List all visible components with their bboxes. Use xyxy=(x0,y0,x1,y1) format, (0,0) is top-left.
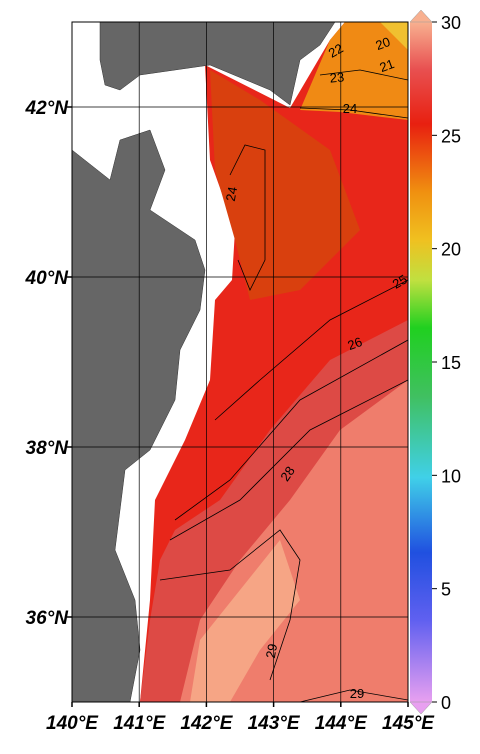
y-tick-label: 36°N xyxy=(26,608,70,629)
land-hokkaido xyxy=(99,22,336,106)
colorbar: 0 5 10 15 20 25 30 xyxy=(409,9,461,715)
ocean-cold-corner xyxy=(380,22,408,50)
colorbar-arrow-top xyxy=(409,9,433,23)
colorbar-tick-label: 5 xyxy=(441,580,451,600)
y-tick-label: 38°N xyxy=(26,438,70,459)
contour-line xyxy=(229,144,266,291)
x-tick-label: 142°E xyxy=(180,713,233,734)
x-tick-label: 143°E xyxy=(248,713,301,734)
contour-label: 26 xyxy=(345,334,364,353)
colorbar-tick-label: 0 xyxy=(441,693,451,713)
colorbar-scale xyxy=(410,22,432,702)
contour-line xyxy=(159,529,301,681)
contour-line xyxy=(169,379,408,541)
contour-label: 29 xyxy=(350,686,364,701)
ocean-tongue xyxy=(210,70,360,300)
contour-label: 28 xyxy=(277,463,298,483)
map-area xyxy=(72,22,408,702)
x-tick-label: 144°E xyxy=(315,713,368,734)
contour-label: 21 xyxy=(377,56,396,75)
contour-label: 20 xyxy=(373,34,392,53)
colorbar-tick-label: 10 xyxy=(441,466,461,486)
colorbar-arrow-bottom xyxy=(409,701,433,715)
contour-label: 23 xyxy=(329,69,345,85)
contour-label: 24 xyxy=(343,101,357,116)
contour-line xyxy=(299,689,408,702)
contour-label: 24 xyxy=(223,185,240,202)
x-tick-label: 145°E xyxy=(382,713,435,734)
colorbar-tick-label: 30 xyxy=(441,13,461,33)
colorbar-tick-label: 15 xyxy=(441,353,461,373)
contour-line xyxy=(174,339,408,521)
y-tick-label: 42°N xyxy=(25,98,70,119)
x-tick-label: 140°E xyxy=(46,713,99,734)
contour-label: 25 xyxy=(390,271,410,291)
land-honshu xyxy=(72,129,206,702)
labels: 140°E 141°E 142°E 143°E 144°E 145°E 36°N 38°N 40… xyxy=(25,34,436,734)
contour-line xyxy=(214,279,408,421)
contour-label: 29 xyxy=(263,642,280,659)
colorbar-tick-label: 25 xyxy=(441,126,461,146)
plot-frame xyxy=(71,21,409,703)
contour-line xyxy=(319,69,408,81)
ocean-warmest xyxy=(190,540,300,702)
colorbar-tick-label: 20 xyxy=(441,240,461,260)
contour-label: 22 xyxy=(326,40,346,60)
y-tick-label: 40°N xyxy=(25,268,70,289)
contour-line xyxy=(299,107,408,119)
x-tick-label: 141°E xyxy=(113,713,166,734)
